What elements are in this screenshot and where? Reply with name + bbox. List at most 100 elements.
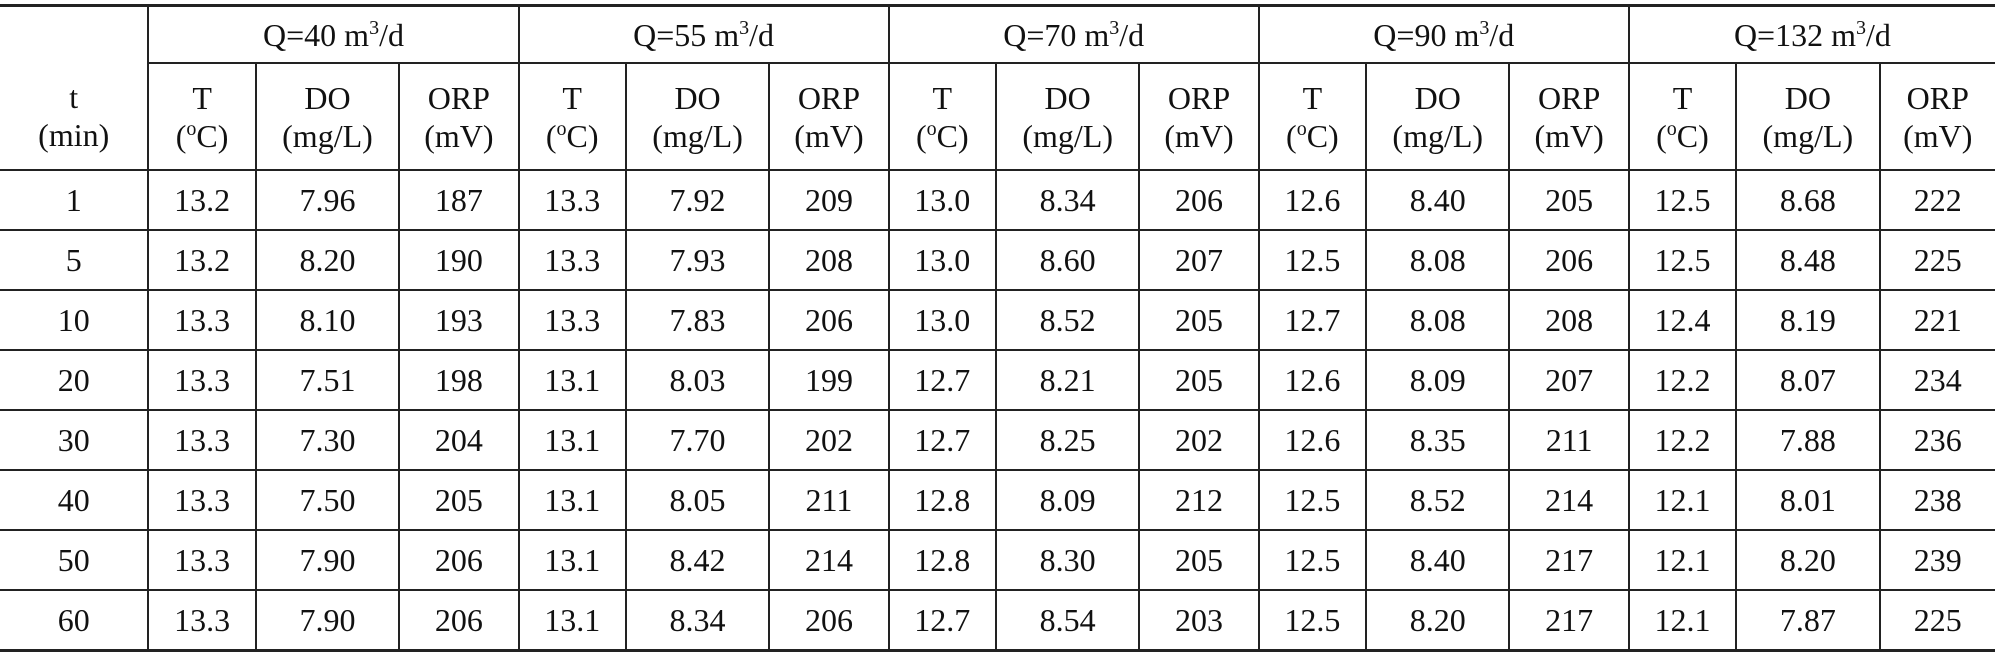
time-header: t (min) xyxy=(0,63,149,171)
variable-unit: (mg/L) xyxy=(282,117,373,154)
temperature-cell: 13.0 xyxy=(887,170,996,231)
orp-header: ORP (mV) xyxy=(1508,63,1629,171)
temperature-cell: 12.6 xyxy=(1257,170,1367,231)
do-cell: 8.19 xyxy=(1735,290,1880,351)
time-cell: 20 xyxy=(0,350,149,411)
orp-cell: 225 xyxy=(1878,230,1995,291)
do-cell: 8.35 xyxy=(1365,410,1510,471)
orp-cell: 193 xyxy=(398,290,519,351)
temperature-cell: 12.5 xyxy=(1257,590,1367,651)
variable-name: ORP xyxy=(1167,79,1231,116)
orp-header: ORP (mV) xyxy=(1878,63,1995,171)
table-row: 10 13.3 8.10 193 13.3 7.83 206 13.0 8.52 205 12.7 8… xyxy=(0,290,1995,351)
flow-group-suffix: /d xyxy=(749,16,775,53)
orp-cell: 190 xyxy=(398,230,519,291)
temperature-cell: 13.3 xyxy=(147,530,256,591)
orp-cell: 204 xyxy=(398,410,519,471)
temperature-cell: 13.0 xyxy=(887,230,996,291)
do-cell: 8.52 xyxy=(1365,470,1510,531)
do-cell: 7.93 xyxy=(624,230,770,291)
temperature-cell: 12.1 xyxy=(1627,470,1737,531)
variable-unit: (mg/L) xyxy=(1392,117,1484,154)
time-header-name: t xyxy=(69,79,79,115)
variable-unit: (mg/L) xyxy=(1762,117,1854,154)
do-cell: 7.51 xyxy=(254,350,400,411)
variable-header-row: t (min) T (oC) DO (mg/L) ORP (mV) T (oC) DO (mg/L… xyxy=(0,63,1995,171)
table-row: 20 13.3 7.51 198 13.1 8.03 199 12.7 8.21 205 12.6 8… xyxy=(0,350,1995,411)
time-cell: 40 xyxy=(0,470,149,531)
do-cell: 7.30 xyxy=(254,410,400,471)
flow-group-suffix: /d xyxy=(1119,16,1145,53)
variable-unit-open: ( xyxy=(1656,117,1667,154)
variable-unit-open: ( xyxy=(915,117,927,154)
do-header: DO (mg/L) xyxy=(254,63,400,171)
temperature-cell: 13.1 xyxy=(517,350,626,411)
flow-group-exponent: 3 xyxy=(739,16,750,39)
flow-group-header: Q=90 m3/d xyxy=(1257,5,1629,64)
do-cell: 8.21 xyxy=(994,350,1140,411)
temperature-cell: 13.3 xyxy=(517,230,626,291)
do-header: DO (mg/L) xyxy=(1365,63,1510,171)
orp-cell: 239 xyxy=(1878,530,1995,591)
orp-header: ORP (mV) xyxy=(768,63,889,171)
do-cell: 7.70 xyxy=(624,410,770,471)
temperature-cell: 12.2 xyxy=(1627,350,1737,411)
variable-name: T xyxy=(932,79,953,116)
orp-cell: 207 xyxy=(1138,230,1259,291)
orp-cell: 212 xyxy=(1138,470,1259,531)
orp-cell: 206 xyxy=(1138,170,1259,231)
do-cell: 8.68 xyxy=(1735,170,1880,231)
table-row: 5 13.2 8.20 190 13.3 7.93 208 13.0 8.60 207 12.5 8.… xyxy=(0,230,1995,291)
orp-cell: 205 xyxy=(1138,530,1259,591)
do-cell: 8.08 xyxy=(1365,290,1510,351)
temperature-cell: 12.5 xyxy=(1627,230,1737,291)
group-header-row: Q=40 m3/d Q=55 m3/d Q=70 m3/d Q=90 m3/d Q=13… xyxy=(0,5,1995,64)
temperature-cell: 12.7 xyxy=(887,590,996,651)
time-cell: 60 xyxy=(57,602,90,638)
do-cell: 8.40 xyxy=(1365,170,1510,231)
orp-cell: 203 xyxy=(1138,590,1259,651)
data-table-container: Q=40 m3/d Q=55 m3/d Q=70 m3/d Q=90 m3/d Q=13… xyxy=(0,4,1995,652)
variable-name: DO xyxy=(1784,79,1831,116)
flow-group-prefix: Q=90 m xyxy=(1373,16,1480,53)
variable-name: T xyxy=(192,79,212,116)
time-cell: 50 xyxy=(0,530,149,591)
variable-name: T xyxy=(562,79,582,116)
temperature-header: T (oC) xyxy=(147,63,256,171)
variable-unit-close: C) xyxy=(1676,117,1709,154)
temperature-cell: 12.5 xyxy=(1627,170,1737,231)
table-row: 1 13.2 7.96 187 13.3 7.92 209 13.0 8.34 206 12.6 8.… xyxy=(0,170,1995,231)
temperature-cell: 13.3 xyxy=(517,290,626,351)
do-cell: 8.20 xyxy=(1735,530,1880,591)
orp-cell: 206 xyxy=(768,590,889,651)
variable-unit-close: C) xyxy=(566,117,599,154)
do-cell: 7.83 xyxy=(624,290,770,351)
do-header: DO (mg/L) xyxy=(1735,63,1880,171)
data-table: Q=40 m3/d Q=55 m3/d Q=70 m3/d Q=90 m3/d Q=13… xyxy=(0,4,1995,652)
temperature-cell: 13.3 xyxy=(147,410,256,471)
do-cell: 7.92 xyxy=(624,170,770,231)
variable-name: ORP xyxy=(427,79,490,116)
variable-unit-open: ( xyxy=(1286,117,1297,154)
variable-unit: (mg/L) xyxy=(1022,117,1113,154)
orp-cell: 205 xyxy=(1508,170,1629,231)
corner-cell xyxy=(0,6,148,64)
degree-superscript: o xyxy=(186,117,197,140)
temperature-cell: 12.8 xyxy=(887,470,996,531)
orp-cell: 187 xyxy=(398,170,519,231)
temperature-cell: 13.3 xyxy=(517,170,626,231)
do-cell: 8.05 xyxy=(624,470,770,531)
do-cell: 8.10 xyxy=(254,290,400,351)
variable-unit: (mV) xyxy=(424,117,494,154)
temperature-cell: 12.5 xyxy=(1257,230,1367,291)
flow-group-prefix: Q=55 m xyxy=(633,16,740,53)
flow-group-suffix: /d xyxy=(1865,16,1891,53)
do-cell: 8.34 xyxy=(624,590,770,651)
orp-cell: 208 xyxy=(768,230,889,291)
orp-cell: 206 xyxy=(398,530,519,591)
variable-name: T xyxy=(1302,79,1323,116)
flow-group-prefix: Q=132 m xyxy=(1733,16,1856,53)
do-header: DO (mg/L) xyxy=(994,63,1140,171)
variable-unit: (mV) xyxy=(794,117,864,154)
do-cell: 8.30 xyxy=(994,530,1140,591)
